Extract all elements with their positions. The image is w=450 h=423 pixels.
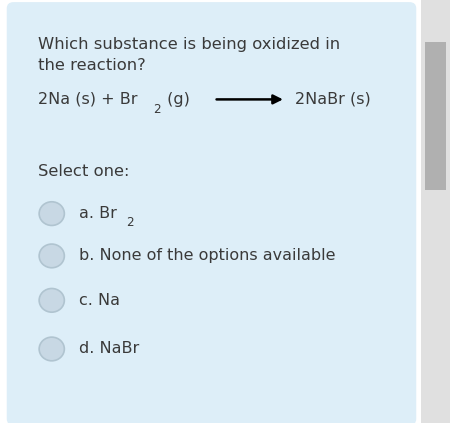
Circle shape	[39, 288, 64, 312]
Text: Which substance is being oxidized in: Which substance is being oxidized in	[38, 37, 340, 52]
FancyBboxPatch shape	[7, 2, 416, 423]
Text: d. NaBr: d. NaBr	[79, 341, 139, 357]
Text: a. Br: a. Br	[79, 206, 117, 221]
Text: b. None of the options available: b. None of the options available	[79, 248, 335, 264]
Text: 2Na (s) + Br: 2Na (s) + Br	[38, 92, 138, 107]
Circle shape	[39, 244, 64, 268]
Text: 2: 2	[153, 103, 161, 116]
Text: Select one:: Select one:	[38, 164, 130, 179]
Text: 2NaBr (s): 2NaBr (s)	[295, 92, 370, 107]
Text: 2: 2	[126, 216, 134, 228]
Text: (g): (g)	[162, 92, 190, 107]
Bar	[421, 0, 450, 423]
Circle shape	[39, 202, 64, 225]
Text: c. Na: c. Na	[79, 293, 120, 308]
Bar	[425, 42, 446, 190]
Text: the reaction?: the reaction?	[38, 58, 146, 73]
Circle shape	[39, 337, 64, 361]
